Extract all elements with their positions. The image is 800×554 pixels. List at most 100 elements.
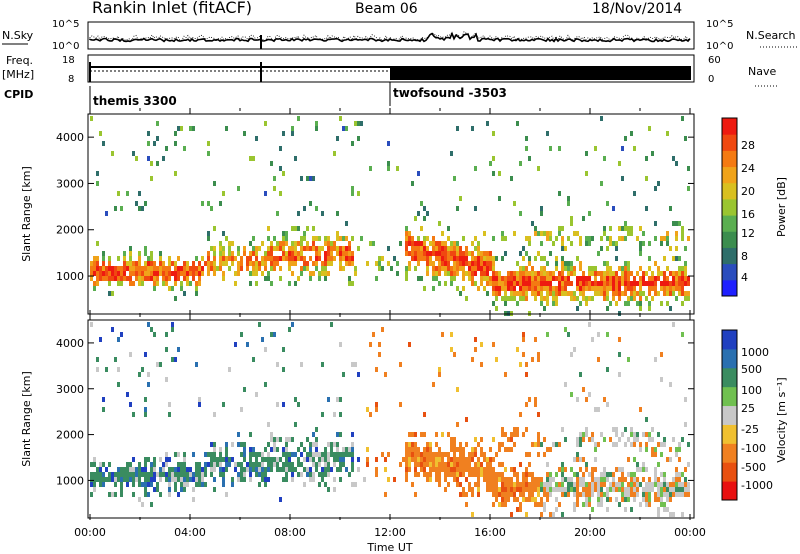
heatmap-cell (249, 241, 252, 246)
heatmap-cell (204, 462, 207, 467)
heatmap-cell (336, 136, 339, 141)
heatmap-cell (660, 301, 663, 306)
heatmap-cell (297, 457, 300, 462)
heatmap-cell (273, 462, 276, 467)
heatmap-cell (615, 482, 618, 487)
heatmap-cell (444, 467, 447, 472)
heatmap-cell (126, 392, 129, 397)
heatmap-cell (414, 216, 417, 221)
heatmap-cell (669, 246, 672, 251)
heatmap-cell (192, 487, 195, 492)
power-cbar-tick-24: 24 (741, 162, 755, 175)
heatmap-cell (147, 141, 150, 146)
heatmap-cell (498, 477, 501, 482)
heatmap-cell (663, 276, 666, 281)
heatmap-cell (354, 482, 357, 487)
heatmap-cell (180, 266, 183, 271)
heatmap-cell (660, 482, 663, 487)
heatmap-cell (579, 482, 582, 487)
heatmap-cell (564, 261, 567, 266)
heatmap-cell (429, 462, 432, 467)
heatmap-cell (480, 447, 483, 452)
heatmap-cell (615, 291, 618, 296)
heatmap-cell (288, 266, 291, 271)
colorbar-swatch (722, 247, 737, 265)
heatmap-cell (600, 432, 603, 437)
heatmap-cell (591, 286, 594, 291)
heatmap-cell (498, 462, 501, 467)
heatmap-cell (666, 281, 669, 286)
heatmap-cell (438, 271, 441, 276)
heatmap-cell (663, 502, 666, 507)
heatmap-cell (585, 502, 588, 507)
heatmap-cell (213, 412, 216, 417)
heatmap-cell (534, 477, 537, 482)
heatmap-cell (477, 241, 480, 246)
heatmap-cell (213, 462, 216, 467)
heatmap-cell (678, 256, 681, 261)
heatmap-cell (645, 487, 648, 492)
heatmap-cell (294, 156, 297, 161)
heatmap-cell (450, 241, 453, 246)
heatmap-cell (471, 276, 474, 281)
heatmap-cell (546, 482, 549, 487)
heatmap-cell (591, 472, 594, 477)
heatmap-cell (339, 342, 342, 347)
heatmap-cell (627, 266, 630, 271)
heatmap-cell (267, 462, 270, 467)
heatmap-cell (681, 281, 684, 286)
heatmap-cell (534, 402, 537, 407)
heatmap-cell (477, 261, 480, 266)
heatmap-cell (474, 281, 477, 286)
heatmap-cell (123, 271, 126, 276)
heatmap-cell (297, 251, 300, 256)
heatmap-cell (186, 271, 189, 276)
heatmap-cell (282, 171, 285, 176)
heatmap-cell (456, 477, 459, 482)
heatmap-cell (516, 291, 519, 296)
heatmap-cell (522, 296, 525, 301)
heatmap-cell (663, 256, 666, 261)
heatmap-cell (222, 191, 225, 196)
heatmap-cell (600, 502, 603, 507)
heatmap-cell (324, 236, 327, 241)
heatmap-cell (576, 231, 579, 236)
heatmap-cell (174, 276, 177, 281)
heatmap-cell (147, 372, 150, 377)
heatmap-cell (654, 447, 657, 452)
heatmap-cell (180, 467, 183, 472)
heatmap-cell (342, 457, 345, 462)
heatmap-cell (150, 467, 153, 472)
heatmap-cell (477, 286, 480, 291)
heatmap-cell (660, 241, 663, 246)
heatmap-cell (210, 246, 213, 251)
heatmap-cell (303, 206, 306, 211)
heatmap-cell (501, 236, 504, 241)
heatmap-cell (342, 251, 345, 256)
heatmap-cell (534, 502, 537, 507)
heatmap-cell (258, 261, 261, 266)
heatmap-cell (147, 492, 150, 497)
heatmap-cell (600, 276, 603, 281)
heatmap-cell (495, 276, 498, 281)
heatmap-cell (147, 256, 150, 261)
heatmap-cell (579, 261, 582, 266)
heatmap-cell (501, 442, 504, 447)
colorbar-swatch (722, 367, 737, 388)
heatmap-cell (309, 256, 312, 261)
heatmap-cell (510, 296, 513, 301)
heatmap-cell (495, 477, 498, 482)
heatmap-cell (114, 206, 117, 211)
heatmap-cell (183, 146, 186, 151)
power-colorbar: 28 24 20 16 12 8 4 Power [dB] (721, 117, 788, 297)
heatmap-cell (561, 462, 564, 467)
heatmap-cell (351, 447, 354, 452)
heatmap-cell (465, 492, 468, 497)
noise-panel-frame (87, 21, 695, 50)
heatmap-cell (651, 296, 654, 301)
heatmap-cell (405, 477, 408, 482)
heatmap-cell (567, 201, 570, 206)
heatmap-cell (273, 332, 276, 337)
heatmap-cell (591, 487, 594, 492)
heatmap-cell (246, 261, 249, 266)
